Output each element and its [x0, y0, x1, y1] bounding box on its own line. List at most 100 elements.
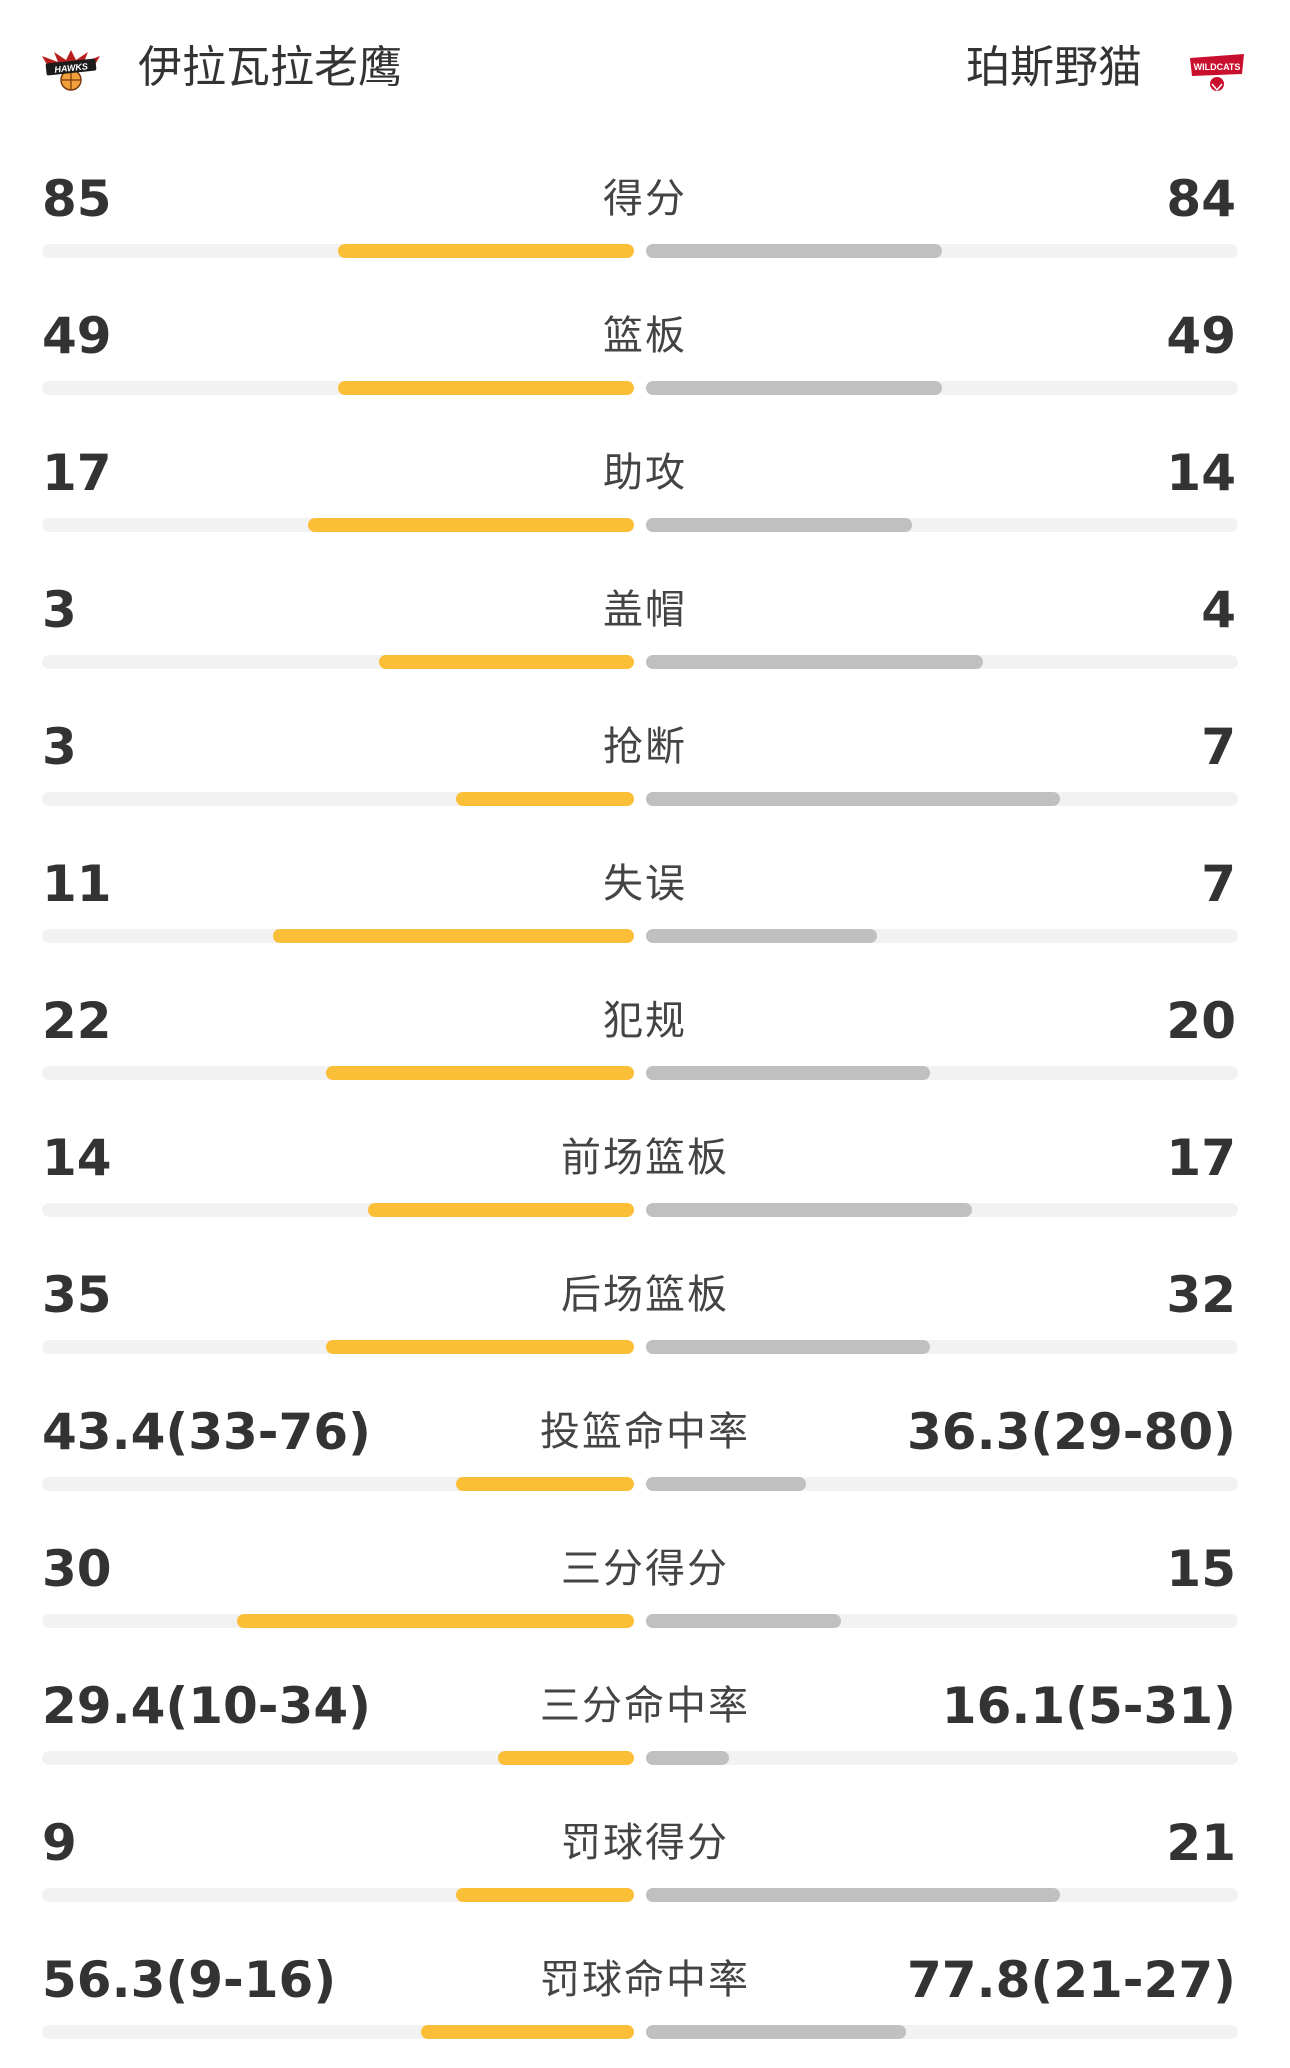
home-stat-value: 29.4(10-34) [42, 1677, 371, 1735]
away-stat-bar [646, 1477, 806, 1491]
stat-label: 盖帽 [603, 587, 687, 633]
stat-row: 17 助攻 14 [0, 424, 1290, 561]
home-stat-value: 30 [42, 1540, 112, 1598]
stat-label: 失误 [603, 861, 687, 907]
stat-label: 抢断 [603, 724, 687, 770]
away-stat-value: 16.1(5-31) [941, 1677, 1236, 1735]
stat-row: 29.4(10-34) 三分命中率 16.1(5-31) [0, 1657, 1290, 1794]
home-stat-bar [326, 1066, 634, 1080]
home-bar-track [42, 2025, 634, 2039]
away-team-name: 珀斯野猫 [966, 42, 1142, 93]
away-bar-track [646, 1888, 1238, 1902]
away-stat-bar [646, 929, 877, 943]
away-bar-track [646, 244, 1238, 258]
home-stat-bar [456, 1888, 634, 1902]
away-stat-bar [646, 518, 912, 532]
away-bar-track [646, 929, 1238, 943]
away-bar-track [646, 518, 1238, 532]
home-stat-bar [338, 244, 634, 258]
away-bar-track [646, 792, 1238, 806]
home-bar-track [42, 792, 634, 806]
stat-label: 罚球命中率 [540, 1957, 750, 2003]
stat-label: 投篮命中率 [540, 1409, 750, 1455]
home-bar-track [42, 381, 634, 395]
stat-label: 篮板 [603, 313, 687, 359]
stat-label: 三分得分 [561, 1546, 729, 1592]
home-stat-bar [237, 1614, 634, 1628]
stat-row: 30 三分得分 15 [0, 1520, 1290, 1657]
away-stat-value: 36.3(29-80) [907, 1403, 1236, 1461]
home-stat-bar [308, 518, 634, 532]
home-stat-value: 56.3(9-16) [42, 1951, 337, 2009]
stat-row: 3 盖帽 4 [0, 561, 1290, 698]
home-team-name: 伊拉瓦拉老鹰 [138, 42, 402, 93]
away-bar-track [646, 1203, 1238, 1217]
home-bar-track [42, 518, 634, 532]
away-stat-value: 20 [1166, 992, 1236, 1050]
home-stat-value: 9 [42, 1814, 77, 1872]
away-stat-bar [646, 1751, 729, 1765]
away-bar-track [646, 1340, 1238, 1354]
away-stat-value: 15 [1166, 1540, 1236, 1598]
match-header: HAWKS 伊拉瓦拉老鹰 珀斯野猫 WILDCATS [0, 0, 1290, 140]
home-bar-track [42, 1614, 634, 1628]
home-stat-bar [379, 655, 634, 669]
away-stat-value: 4 [1201, 581, 1236, 639]
away-stat-value: 7 [1201, 855, 1236, 913]
home-stat-bar [456, 1477, 634, 1491]
away-bar-track [646, 1477, 1238, 1491]
away-stat-value: 84 [1166, 170, 1236, 228]
stat-label: 助攻 [603, 450, 687, 496]
home-stat-bar [456, 792, 634, 806]
home-stat-value: 11 [42, 855, 112, 913]
stat-label: 犯规 [603, 998, 687, 1044]
stat-row: 49 篮板 49 [0, 287, 1290, 424]
stat-row: 11 失误 7 [0, 835, 1290, 972]
away-stat-value: 77.8(21-27) [907, 1951, 1236, 2009]
away-stat-value: 32 [1166, 1266, 1236, 1324]
svg-text:WILDCATS: WILDCATS [1194, 62, 1241, 72]
home-stat-value: 14 [42, 1129, 112, 1187]
home-bar-track [42, 244, 634, 258]
away-stat-bar [646, 655, 983, 669]
home-stat-value: 85 [42, 170, 112, 228]
away-stat-bar [646, 2025, 906, 2039]
stat-row: 3 抢断 7 [0, 698, 1290, 835]
stat-row: 85 得分 84 [0, 150, 1290, 287]
home-bar-track [42, 655, 634, 669]
away-stat-value: 17 [1166, 1129, 1236, 1187]
home-stat-value: 3 [42, 581, 77, 639]
away-stat-value: 21 [1166, 1814, 1236, 1872]
away-bar-track [646, 1614, 1238, 1628]
home-bar-track [42, 1477, 634, 1491]
home-bar-track [42, 1066, 634, 1080]
away-bar-track [646, 1066, 1238, 1080]
home-stat-value: 17 [42, 444, 112, 502]
home-stat-value: 43.4(33-76) [42, 1403, 371, 1461]
away-stat-bar [646, 1203, 972, 1217]
away-stat-bar [646, 792, 1060, 806]
wildcats-logo-icon: WILDCATS [1186, 38, 1248, 96]
away-stat-value: 49 [1166, 307, 1236, 365]
home-stat-bar [368, 1203, 634, 1217]
home-bar-track [42, 1340, 634, 1354]
home-stat-bar [338, 381, 634, 395]
hawks-logo-icon: HAWKS [40, 38, 102, 96]
away-stat-bar [646, 1340, 930, 1354]
home-bar-track [42, 1751, 634, 1765]
home-stat-value: 22 [42, 992, 112, 1050]
away-bar-track [646, 381, 1238, 395]
home-stat-value: 3 [42, 718, 77, 776]
away-bar-track [646, 1751, 1238, 1765]
away-stat-value: 7 [1201, 718, 1236, 776]
stat-row: 14 前场篮板 17 [0, 1109, 1290, 1246]
stat-row: 9 罚球得分 21 [0, 1794, 1290, 1931]
home-stat-value: 49 [42, 307, 112, 365]
stat-row: 22 犯规 20 [0, 972, 1290, 1109]
stat-label: 得分 [603, 176, 687, 222]
home-stat-bar [273, 929, 634, 943]
svg-text:HAWKS: HAWKS [54, 61, 88, 74]
away-stat-bar [646, 1066, 930, 1080]
home-stat-value: 35 [42, 1266, 112, 1324]
